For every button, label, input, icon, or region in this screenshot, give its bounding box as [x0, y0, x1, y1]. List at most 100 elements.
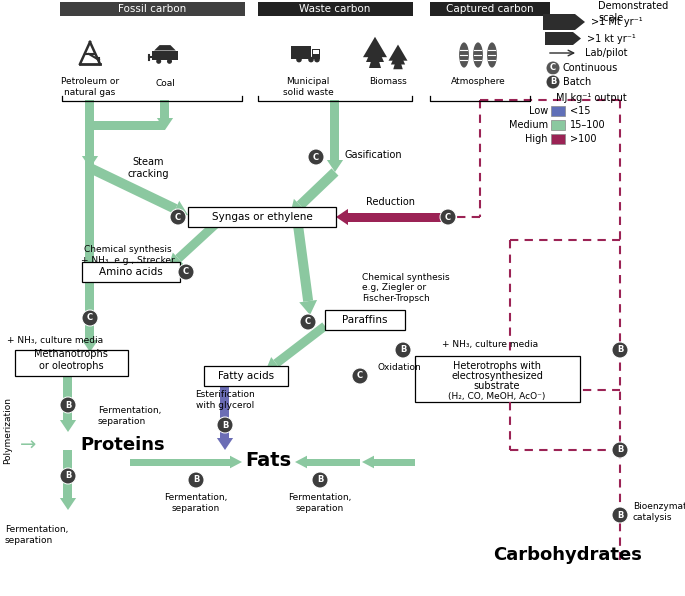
Circle shape [312, 472, 328, 488]
Text: Reduction: Reduction [366, 197, 415, 207]
Bar [397, 66, 399, 69]
Bar [15, 350, 128, 376]
Text: Steam
cracking: Steam cracking [127, 157, 169, 179]
Text: B: B [192, 476, 199, 485]
Bar [291, 46, 311, 59]
Text: B: B [65, 401, 71, 409]
Bar [313, 50, 319, 54]
Text: Chemical synthesis
e.g, Ziegler or
Fischer-Tropsch: Chemical synthesis e.g, Ziegler or Fisch… [362, 273, 449, 303]
Text: Biomass: Biomass [369, 77, 407, 86]
Circle shape [60, 397, 76, 413]
Text: >1 Mt yr⁻¹: >1 Mt yr⁻¹ [591, 17, 643, 27]
Circle shape [352, 368, 368, 384]
Text: B: B [400, 346, 406, 355]
Bar [86, 100, 95, 156]
Circle shape [395, 342, 411, 358]
Text: Coal: Coal [155, 79, 175, 88]
Bar [64, 450, 73, 498]
Text: B: B [222, 421, 228, 430]
Text: MJ kg⁻¹ output: MJ kg⁻¹ output [556, 93, 626, 103]
Circle shape [217, 417, 233, 433]
Circle shape [308, 149, 324, 165]
Text: Petroleum or
natural gas: Petroleum or natural gas [61, 77, 119, 97]
Bar [160, 100, 169, 118]
Polygon shape [391, 48, 405, 64]
Bar [551, 106, 565, 116]
Text: substrate: substrate [474, 381, 520, 391]
Polygon shape [362, 456, 374, 468]
Text: Low: Low [529, 106, 548, 116]
Text: Batch: Batch [563, 77, 591, 87]
Text: electrosynthesized: electrosynthesized [451, 371, 543, 381]
Text: C: C [305, 318, 311, 327]
Circle shape [156, 59, 161, 64]
Text: Gasification: Gasification [345, 150, 403, 160]
Polygon shape [217, 438, 233, 450]
Polygon shape [543, 14, 585, 30]
Circle shape [60, 468, 76, 484]
Polygon shape [157, 118, 173, 130]
Text: Medium: Medium [509, 120, 548, 130]
Polygon shape [175, 219, 221, 262]
Text: Heterotrophs with: Heterotrophs with [453, 361, 541, 371]
Bar [152, 51, 177, 60]
Polygon shape [60, 498, 76, 510]
Text: Fatty acids: Fatty acids [218, 371, 274, 381]
Text: + NH₃, culture media: + NH₃, culture media [7, 336, 103, 344]
Polygon shape [327, 160, 343, 172]
Text: Fermentation,
separation: Fermentation, separation [288, 493, 351, 513]
Polygon shape [388, 45, 408, 61]
Polygon shape [293, 224, 313, 302]
Circle shape [612, 507, 628, 523]
Circle shape [612, 442, 628, 458]
Bar [82, 262, 180, 282]
Text: Paraffins: Paraffins [342, 315, 388, 325]
Bar [430, 2, 550, 16]
Text: High: High [525, 134, 548, 144]
Text: C: C [357, 371, 363, 380]
Circle shape [546, 61, 560, 75]
Text: Syngas or ethylene: Syngas or ethylene [212, 212, 312, 222]
Text: C: C [175, 213, 181, 222]
Bar [307, 458, 360, 465]
Ellipse shape [487, 42, 497, 67]
Polygon shape [82, 270, 98, 282]
Bar [551, 134, 565, 144]
Text: Demonstrated
scale: Demonstrated scale [598, 1, 669, 23]
Bar [373, 63, 377, 68]
Polygon shape [154, 45, 176, 51]
Circle shape [167, 59, 172, 64]
Text: >1 kt yr⁻¹: >1 kt yr⁻¹ [587, 33, 636, 44]
Bar [130, 458, 230, 465]
Bar [258, 2, 413, 16]
Text: Oxidation: Oxidation [378, 362, 422, 371]
Circle shape [546, 75, 560, 89]
Text: C: C [313, 153, 319, 162]
Bar [221, 386, 229, 438]
Polygon shape [297, 169, 338, 209]
Text: Fossil carbon: Fossil carbon [118, 4, 186, 14]
Circle shape [308, 57, 314, 63]
Polygon shape [171, 201, 188, 217]
Polygon shape [82, 156, 98, 168]
Text: Fermentation,
separation: Fermentation, separation [98, 406, 162, 426]
Circle shape [440, 209, 456, 225]
Polygon shape [366, 42, 384, 62]
Polygon shape [545, 32, 581, 45]
Text: Chemical synthesis
+ NH₃  e.g., Strecker: Chemical synthesis + NH₃ e.g., Strecker [81, 246, 175, 265]
Text: + NH₃, culture media: + NH₃, culture media [442, 340, 538, 349]
Polygon shape [369, 48, 381, 68]
Text: C: C [183, 268, 189, 277]
Text: B: B [616, 346, 623, 355]
Text: 15–100: 15–100 [570, 120, 606, 130]
Ellipse shape [459, 42, 469, 67]
Ellipse shape [473, 42, 483, 67]
Bar [188, 207, 336, 227]
Bar [348, 213, 450, 222]
Text: B: B [316, 476, 323, 485]
Circle shape [188, 472, 204, 488]
Text: Continuous: Continuous [563, 63, 619, 73]
Text: →: → [20, 436, 36, 455]
Polygon shape [168, 253, 184, 268]
Circle shape [178, 264, 194, 280]
